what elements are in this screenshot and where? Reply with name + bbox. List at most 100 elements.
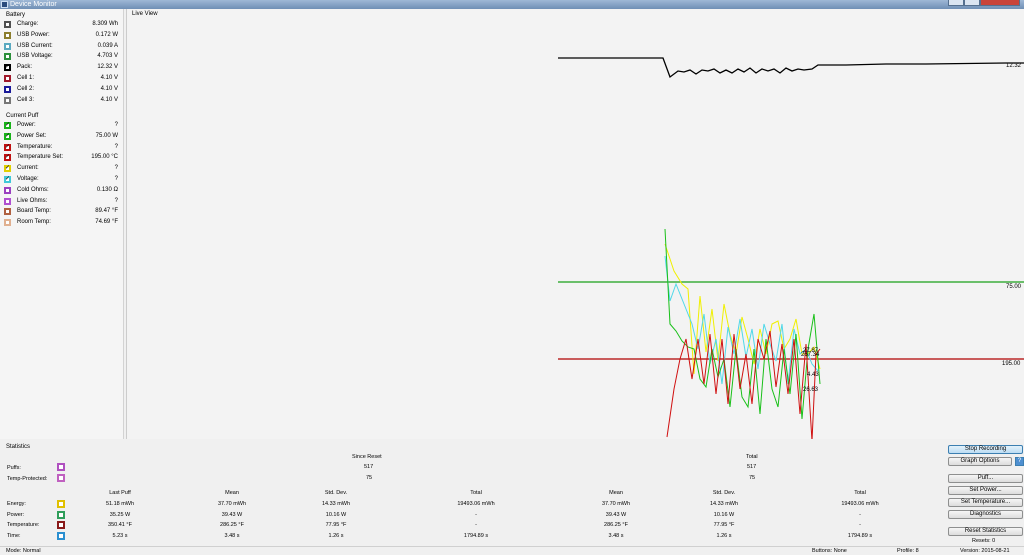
close-button[interactable] <box>980 0 1020 6</box>
battery-item-label: Cell 2: <box>17 85 35 92</box>
battery-item-label: Cell 3: <box>17 96 35 103</box>
battery-item-value: 12.32 V <box>97 64 118 71</box>
stop-recording-button[interactable]: Stop Recording <box>948 445 1023 454</box>
stat-cell: - <box>859 511 861 518</box>
puff-button[interactable]: Puff... <box>948 474 1023 483</box>
voltage-end-label: 4.43 <box>807 372 819 378</box>
graph-options-help-icon[interactable]: ? <box>1015 457 1024 466</box>
puff-item-value: 89.47 °F <box>95 208 118 215</box>
diagnostics-button[interactable]: Diagnostics <box>948 510 1023 519</box>
puff-item-checkbox[interactable]: ✓ <box>4 165 11 173</box>
puff-item-row: ✓ Power Set: 75.00 W <box>4 132 118 142</box>
puff-item-label: Cold Ohms: <box>17 186 49 193</box>
maximize-button[interactable] <box>964 0 980 6</box>
battery-item-row: USB Voltage: 4.703 V <box>4 52 118 62</box>
puff-item-value: 74.69 °F <box>95 219 118 226</box>
left-panel: Battery Charge: 8.309 Wh USB Power: 0.172 W… <box>0 9 124 439</box>
temperature-series-line <box>666 330 821 439</box>
puff-item-value: ? <box>114 122 118 128</box>
puff-item-row: ✓ Temperature:? <box>4 143 118 153</box>
stat-cell: 51.18 mWh <box>105 501 135 507</box>
puff-item-checkbox[interactable] <box>4 197 11 205</box>
live-view-graph: 12.32 75.00 195.00 27.87 267.34 4.43 26.… <box>558 57 1024 439</box>
stat-row-color-swatch[interactable] <box>57 531 65 540</box>
total-header: Total <box>746 454 758 460</box>
puff-item-checkbox[interactable]: ✓ <box>4 122 11 129</box>
stat-cell: - <box>475 511 477 518</box>
battery-item-checkbox[interactable] <box>4 53 11 61</box>
stat-row-label: Time: <box>7 532 21 539</box>
battery-item-checkbox[interactable] <box>4 21 11 28</box>
status-mode: Mode: Normal <box>6 548 41 554</box>
puff-item-label: Temperature: <box>17 143 53 150</box>
set-temperature-button[interactable]: Set Temperature... <box>948 498 1023 507</box>
puff-item-checkbox[interactable] <box>4 186 11 194</box>
puff-item-row: ✓ Power:? <box>4 121 118 131</box>
stat-cell: 350.41 °F <box>108 522 132 528</box>
stat-cell: 19493.06 mWh <box>457 501 495 507</box>
statistics-panel: Statistics Since Reset Total Puffs: 517 … <box>0 442 946 546</box>
battery-item-checkbox[interactable] <box>4 75 11 82</box>
puff-item-label: Power: <box>17 122 36 128</box>
battery-item-value: 0.172 W <box>95 31 118 38</box>
stat-cell: 1.26 s <box>328 532 344 539</box>
battery-item-row: Cell 1: 4.10 V <box>4 74 118 84</box>
temp-set-value-label: 195.00 <box>1002 361 1021 367</box>
puff-item-checkbox[interactable]: ✓ <box>4 176 11 183</box>
battery-item-checkbox[interactable] <box>4 42 11 50</box>
power-series-line <box>664 228 821 420</box>
battery-item-checkbox[interactable] <box>4 96 11 104</box>
stat-cell: 1794.89 s <box>463 532 489 539</box>
stat-cell: 77.95 °F <box>713 522 735 528</box>
battery-item-checkbox[interactable] <box>4 85 11 93</box>
puff-item-value: 195.00 °C <box>91 154 118 161</box>
stat-cell: - <box>475 522 477 528</box>
reset-statistics-button[interactable]: Reset Statistics <box>948 527 1023 536</box>
puffs-label: Puffs: <box>7 465 21 471</box>
stat-cell: 286.25 °F <box>604 522 628 528</box>
puff-item-checkbox[interactable]: ✓ <box>4 154 11 162</box>
battery-item-checkbox[interactable] <box>4 31 11 39</box>
minimize-button[interactable] <box>948 0 964 6</box>
stat-row-color-swatch[interactable] <box>57 500 65 508</box>
set-power-button[interactable]: Set Power... <box>948 486 1023 495</box>
current-end-label: 27.87 <box>803 348 819 354</box>
stat-cell: 10.16 W <box>713 511 735 518</box>
battery-item-label: Cell 1: <box>17 75 35 81</box>
puff-item-label: Power Set: <box>17 132 47 139</box>
puff-item-checkbox[interactable]: ✓ <box>4 143 11 151</box>
status-bar: Mode: Normal Buttons: None Profile: 8 Ve… <box>0 546 1024 555</box>
battery-item-row: ✓ Pack: 12.32 V <box>4 63 118 73</box>
battery-item-checkbox[interactable]: ✓ <box>4 64 11 72</box>
resets-count: Resets: 0 <box>972 538 996 544</box>
stat-column-header: Std. Dev. <box>324 490 348 496</box>
puff-item-value: ? <box>114 176 118 182</box>
battery-item-value: 0.039 A <box>97 42 118 49</box>
puff-item-checkbox[interactable] <box>4 219 11 227</box>
puff-item-row: ✓ Temperature Set: 195.00 °C <box>4 153 118 163</box>
stat-cell: 37.70 mWh <box>217 501 247 507</box>
stat-column-header: Last Puff <box>109 490 131 496</box>
puff-item-value: 75.00 W <box>95 132 118 139</box>
power-end-label: 267.34 <box>801 352 820 358</box>
puff-item-row: ✓ Current:? <box>4 164 118 174</box>
stat-cell: 19493.06 mWh <box>841 501 879 507</box>
stat-row-color-swatch[interactable] <box>57 521 65 529</box>
stat-cell: 39.43 W <box>605 511 627 518</box>
stat-row-color-swatch[interactable] <box>57 510 65 519</box>
puff-item-label: Temperature Set: <box>17 154 64 161</box>
temp-protected-color-swatch[interactable] <box>57 474 65 482</box>
puffs-color-swatch[interactable] <box>57 463 65 471</box>
action-buttons: Stop Recording Graph Options ? Puff... S… <box>948 444 1024 546</box>
battery-group-title: Battery <box>6 12 26 18</box>
stat-column-header: Total <box>854 490 866 496</box>
stat-cell: 3.48 s <box>224 532 240 539</box>
puff-item-value: ? <box>114 143 118 150</box>
puff-item-checkbox[interactable]: ✓ <box>4 132 11 140</box>
puff-item-checkbox[interactable] <box>4 208 11 216</box>
graph-options-button[interactable]: Graph Options <box>948 457 1012 466</box>
stat-row-label: Energy: <box>7 501 26 507</box>
puff-item-row: ✓ Voltage:? <box>4 175 118 185</box>
title-bar: Device Monitor <box>0 0 1024 9</box>
stat-cell: 3.48 s <box>608 532 624 539</box>
